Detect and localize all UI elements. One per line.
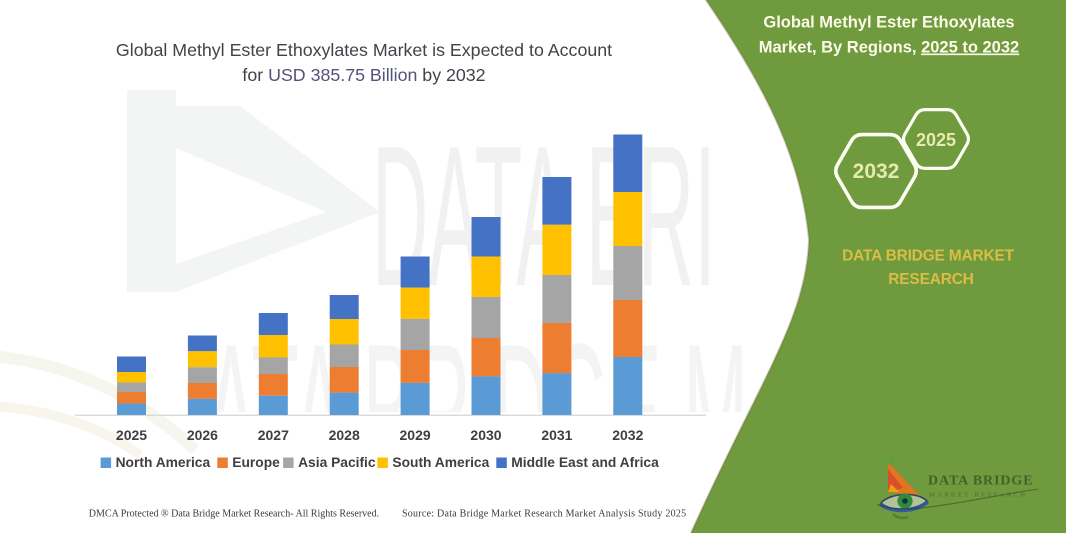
svg-text:Europe: Europe [232,455,280,470]
svg-text:2031: 2031 [541,427,572,443]
svg-text:RESEARCH: RESEARCH [888,271,973,288]
svg-text:Market, By Regions, 2025 to 20: Market, By Regions, 2025 to 2032 [759,39,1019,57]
svg-text:North America: North America [116,455,211,470]
svg-text:Global Methyl Ester Ethoxylate: Global Methyl Ester Ethoxylates [763,14,1014,32]
svg-text:2032: 2032 [853,160,900,183]
svg-text:2027: 2027 [258,427,289,443]
svg-text:2029: 2029 [400,427,431,443]
svg-text:DATA BRIDGE: DATA BRIDGE [928,474,1033,489]
svg-text:for USD 385.75 Billion by 2032: for USD 385.75 Billion by 2032 [242,65,485,85]
svg-text:Asia Pacific: Asia Pacific [298,455,376,470]
svg-text:2025: 2025 [116,427,147,443]
svg-text:South America: South America [392,455,489,470]
svg-text:2030: 2030 [470,427,501,443]
svg-text:DATA BRIDGE MARKET: DATA BRIDGE MARKET [842,248,1014,265]
svg-text:2025: 2025 [916,130,956,150]
svg-text:2026: 2026 [187,427,218,443]
svg-text:Middle East and Africa: Middle East and Africa [511,455,659,470]
svg-text:Source: Data Bridge Market Res: Source: Data Bridge Market Research Mark… [402,509,686,520]
svg-text:Global Methyl Ester Ethoxylate: Global Methyl Ester Ethoxylates Market i… [116,40,612,60]
svg-text:DMCA Protected ® Data Bridge M: DMCA Protected ® Data Bridge Market Rese… [89,509,379,520]
svg-text:2032: 2032 [612,427,643,443]
svg-text:MARKET RESEARCH: MARKET RESEARCH [929,492,1027,499]
svg-text:2028: 2028 [329,427,360,443]
